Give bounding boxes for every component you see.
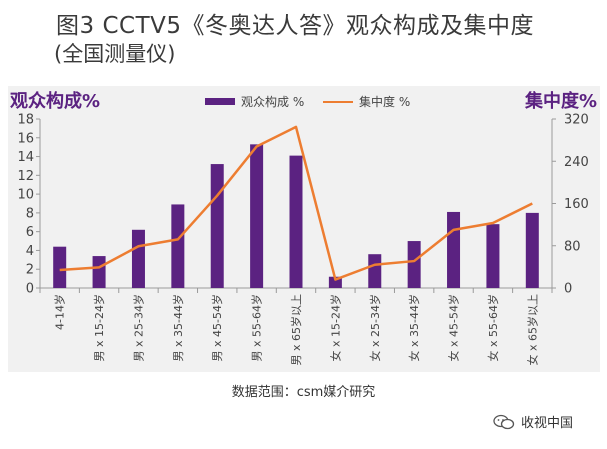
y-left-tick-label: 4 — [26, 244, 34, 259]
bar — [447, 211, 461, 288]
bar — [210, 164, 224, 288]
x-tick-label: 男 x 25-34岁 — [131, 294, 145, 361]
bar — [525, 212, 539, 288]
x-tick-label: 女 x 65岁以上 — [525, 294, 539, 366]
x-tick-label: 女 x 15-24岁 — [328, 294, 342, 361]
x-tick-label: 4-14岁 — [53, 294, 67, 330]
x-tick-label: 女 x 55-64岁 — [486, 294, 500, 361]
bar — [328, 276, 342, 288]
bar — [368, 254, 382, 288]
y-left-tick-label: 0 — [26, 282, 34, 297]
source-note: 数据范围：csm媒介研究 — [231, 385, 376, 400]
x-tick-label: 女 x 25-34岁 — [368, 294, 382, 361]
wechat-icon — [493, 414, 515, 429]
x-tick-label: 女 x 45-54岁 — [447, 294, 461, 361]
bar — [486, 224, 500, 288]
y-axis-left-label: 观众构成% — [10, 91, 101, 112]
y-right-tick-label: 160 — [564, 197, 589, 212]
series-line — [59, 125, 533, 281]
plot-background — [8, 86, 600, 372]
legend-bar-label: 观众构成 % — [241, 95, 305, 109]
bar — [407, 241, 421, 288]
legend-bar-swatch — [205, 98, 235, 105]
x-tick-label: 男 x 35-44岁 — [171, 294, 185, 361]
x-tick-label: 男 x 65岁以上 — [289, 294, 303, 366]
legend-line-swatch — [323, 100, 353, 103]
bar — [250, 144, 264, 288]
y-left-tick-label: 6 — [26, 225, 34, 240]
legend-bar: 观众构成 % — [205, 93, 304, 110]
x-tick-label: 男 x 15-24岁 — [92, 294, 106, 361]
x-tick-label: 女 x 35-44岁 — [407, 294, 421, 361]
y-left-tick-label: 12 — [17, 169, 34, 184]
y-left-tick-label: 2 — [26, 263, 34, 278]
y-left-tick-label: 10 — [17, 188, 34, 203]
legend-line-label: 集中度 % — [359, 95, 411, 109]
watermark: 收视中国 — [493, 412, 573, 431]
bar — [53, 246, 67, 288]
y-axis-right-label: 集中度% — [524, 91, 597, 112]
bar — [289, 155, 303, 288]
bar — [92, 256, 106, 288]
y-left-tick-label: 18 — [17, 113, 34, 128]
bar — [171, 204, 185, 288]
chart-subtitle: (全国测量仪) — [54, 42, 176, 66]
y-right-tick-label: 0 — [564, 282, 572, 297]
watermark-text: 收视中国 — [521, 416, 574, 431]
y-left-tick-label: 16 — [17, 131, 34, 146]
y-right-tick-label: 320 — [564, 113, 589, 128]
y-left-tick-label: 14 — [17, 150, 34, 165]
y-right-tick-label: 80 — [564, 239, 581, 254]
y-right-tick-label: 240 — [564, 155, 589, 170]
chart-title: 图3 CCTV5《冬奥达人答》观众构成及集中度 — [56, 13, 534, 39]
x-tick-label: 男 x 55-64岁 — [250, 294, 264, 361]
legend-line: 集中度 % — [323, 93, 410, 110]
bar — [131, 229, 145, 288]
x-tick-label: 男 x 45-54岁 — [210, 294, 224, 361]
y-left-tick-label: 8 — [26, 206, 34, 221]
